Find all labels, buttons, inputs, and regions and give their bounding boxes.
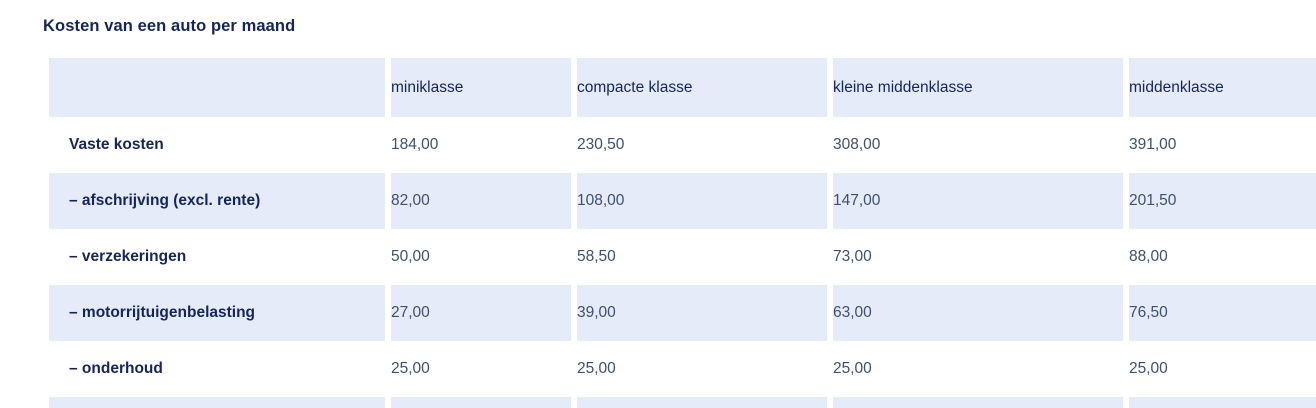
cell-value <box>1129 397 1316 408</box>
cell-value: 82,00 <box>391 173 571 229</box>
row-label: – verzekeringen <box>69 248 187 265</box>
cell-value: 308,00 <box>833 136 881 153</box>
cell-value: 201,50 <box>1129 173 1316 229</box>
cell-value: 108,00 <box>577 173 827 229</box>
row-label: – motorrijtuigenbelasting <box>49 285 385 341</box>
column-header-blank <box>49 58 385 117</box>
cell-value: 25,00 <box>577 360 616 377</box>
row-label: Vaste kosten <box>69 136 164 153</box>
cell-value: 39,00 <box>577 285 827 341</box>
cell-value: 230,50 <box>577 136 625 153</box>
cell-value: 184,00 <box>391 136 439 153</box>
column-header-miniklasse: miniklasse <box>391 58 571 117</box>
cell-value: 25,00 <box>833 360 872 377</box>
cell-value: 25,00 <box>391 360 430 377</box>
cell-value: 27,00 <box>391 285 571 341</box>
table-row <box>49 397 1316 408</box>
table-body: Vaste kosten 184,00 230,50 308,00 391,00 – af… <box>49 117 1316 408</box>
table-row: – motorrijtuigenbelasting 27,00 39,00 63,00… <box>49 285 1316 341</box>
cost-table: miniklasse compacte klasse kleine midden… <box>43 58 1316 408</box>
column-header-compacte-klasse: compacte klasse <box>577 58 827 117</box>
table-header: miniklasse compacte klasse kleine midden… <box>49 58 1316 117</box>
cell-value: 391,00 <box>1129 136 1177 153</box>
table-row: Vaste kosten 184,00 230,50 308,00 391,00 <box>49 117 1316 173</box>
table-row: – afschrijving (excl. rente) 82,00 108,00 1… <box>49 173 1316 229</box>
cell-value: 147,00 <box>833 173 1123 229</box>
cell-value: 25,00 <box>1129 360 1168 377</box>
cell-value: 76,50 <box>1129 285 1316 341</box>
cell-value <box>833 397 1123 408</box>
row-label: – onderhoud <box>69 360 163 377</box>
cell-value: 73,00 <box>833 248 872 265</box>
row-label <box>49 397 385 408</box>
page-title: Kosten van een auto per maand <box>43 17 296 35</box>
table-header-row: miniklasse compacte klasse kleine midden… <box>49 58 1316 117</box>
table-row: – verzekeringen 50,00 58,50 73,00 88,00 <box>49 229 1316 285</box>
cell-value <box>577 397 827 408</box>
cell-value: 50,00 <box>391 248 430 265</box>
cell-value: 88,00 <box>1129 248 1168 265</box>
column-header-middenklasse: middenklasse <box>1129 58 1316 117</box>
cell-value: 63,00 <box>833 285 1123 341</box>
cell-value <box>391 397 571 408</box>
table-row: – onderhoud 25,00 25,00 25,00 25,00 <box>49 341 1316 397</box>
cell-value: 58,50 <box>577 248 616 265</box>
column-header-kleine-middenklasse: kleine middenklasse <box>833 58 1123 117</box>
row-label: – afschrijving (excl. rente) <box>49 173 385 229</box>
